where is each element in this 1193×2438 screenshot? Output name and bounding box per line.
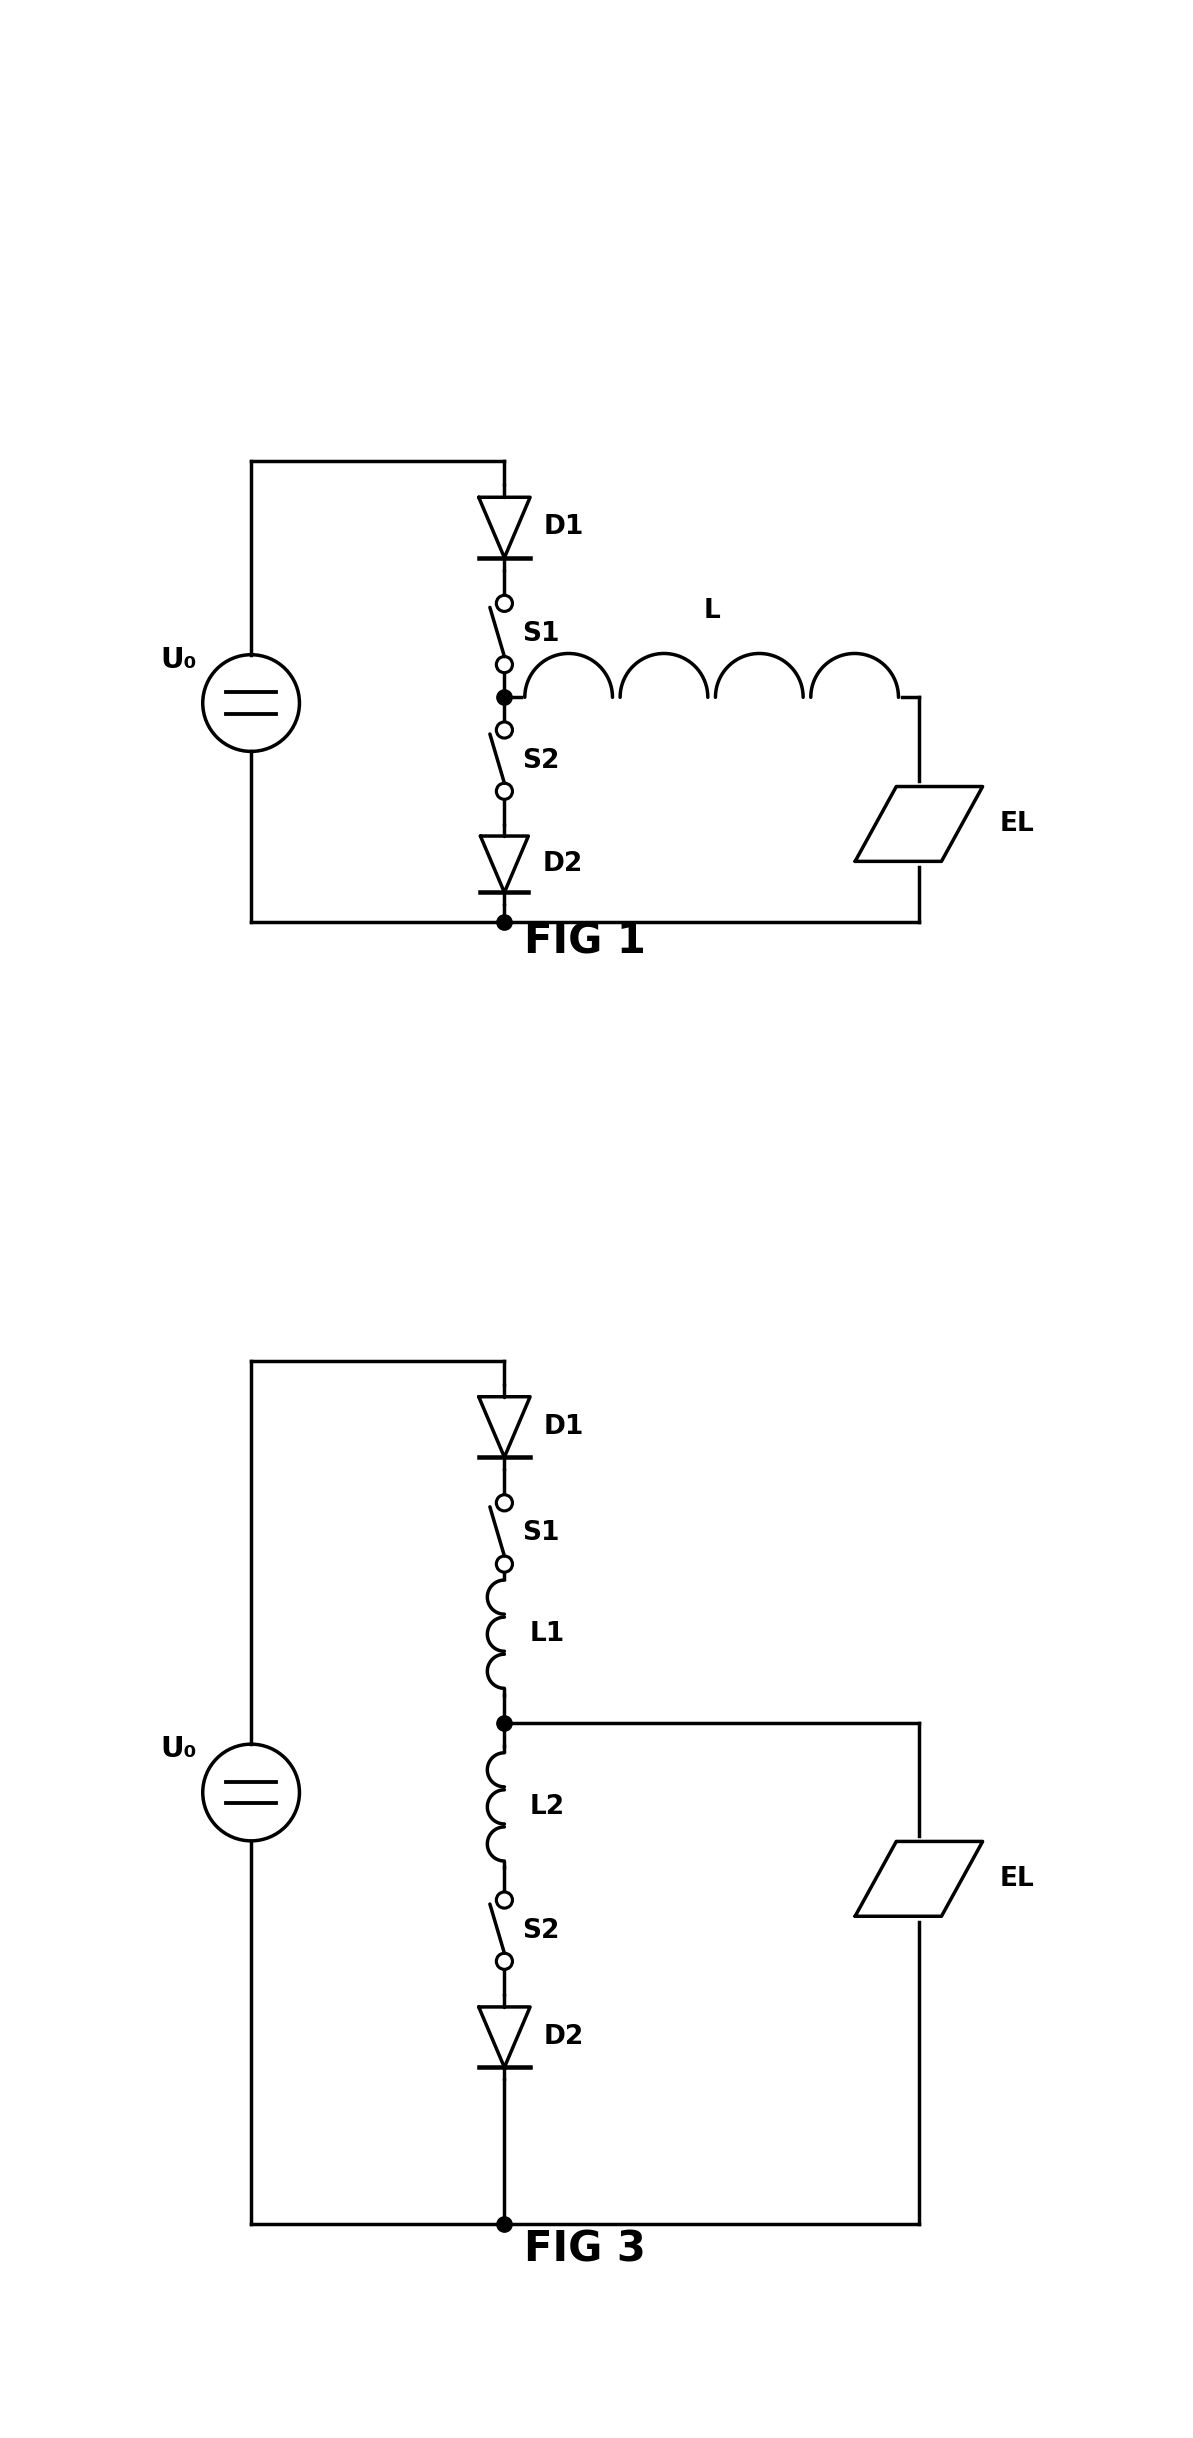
Text: D1: D1 bbox=[544, 514, 585, 541]
Text: U₀: U₀ bbox=[160, 646, 197, 673]
Text: D2: D2 bbox=[542, 851, 582, 878]
Text: D1: D1 bbox=[544, 1414, 585, 1441]
Text: D2: D2 bbox=[544, 2024, 585, 2050]
Text: L2: L2 bbox=[530, 1794, 564, 1819]
Text: L1: L1 bbox=[530, 1621, 565, 1648]
Text: EL: EL bbox=[1000, 1865, 1034, 1892]
Text: EL: EL bbox=[1000, 812, 1034, 836]
Text: S2: S2 bbox=[521, 748, 560, 773]
Text: S1: S1 bbox=[521, 1521, 560, 1546]
Text: S1: S1 bbox=[521, 622, 560, 646]
Text: U₀: U₀ bbox=[160, 1736, 197, 1763]
Text: S2: S2 bbox=[521, 1919, 560, 1943]
Text: L: L bbox=[703, 597, 721, 624]
Text: FIG 1: FIG 1 bbox=[524, 919, 645, 963]
Text: FIG 3: FIG 3 bbox=[524, 2228, 645, 2270]
